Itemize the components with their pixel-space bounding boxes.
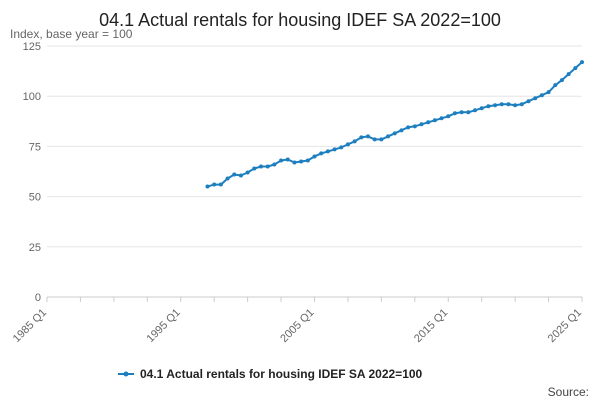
- series-line: [207, 61, 583, 188]
- data-point[interactable]: [439, 116, 444, 121]
- y-tick-label: 125: [23, 41, 41, 53]
- data-point[interactable]: [499, 102, 504, 107]
- data-point[interactable]: [372, 137, 377, 142]
- data-point[interactable]: [325, 149, 330, 154]
- data-point[interactable]: [406, 125, 411, 130]
- data-point[interactable]: [513, 103, 518, 108]
- data-point[interactable]: [466, 110, 471, 115]
- data-point[interactable]: [479, 106, 484, 111]
- data-point[interactable]: [533, 96, 538, 101]
- y-tick-label: 75: [29, 141, 41, 153]
- x-tick-label: 2005 Q1: [278, 307, 316, 345]
- data-point[interactable]: [426, 120, 431, 125]
- data-point[interactable]: [399, 128, 404, 133]
- data-point[interactable]: [205, 184, 210, 189]
- data-point[interactable]: [312, 154, 317, 159]
- data-point[interactable]: [265, 164, 270, 169]
- data-point[interactable]: [580, 60, 584, 65]
- data-point[interactable]: [259, 164, 263, 169]
- data-point[interactable]: [539, 93, 544, 98]
- y-tick-label: 25: [29, 242, 41, 254]
- data-point[interactable]: [519, 102, 524, 107]
- data-point[interactable]: [332, 147, 337, 152]
- y-axis-label: Index, base year = 100: [10, 27, 133, 41]
- x-tick-label: 2025 Q1: [546, 307, 584, 345]
- y-axis-ticks: 0 25 50 75 100 125: [23, 41, 41, 304]
- data-point[interactable]: [279, 158, 284, 163]
- data-point[interactable]: [573, 66, 578, 71]
- data-point[interactable]: [305, 158, 310, 163]
- data-point[interactable]: [392, 131, 397, 136]
- data-point[interactable]: [486, 104, 491, 109]
- y-tick-label: 100: [23, 91, 41, 103]
- data-point[interactable]: [299, 159, 304, 164]
- data-point[interactable]: [352, 139, 357, 144]
- data-point[interactable]: [232, 172, 237, 177]
- data-point[interactable]: [252, 166, 257, 171]
- data-point[interactable]: [379, 137, 384, 142]
- data-point[interactable]: [272, 162, 277, 167]
- legend[interactable]: 04.1 Actual rentals for housing IDEF SA …: [118, 367, 423, 381]
- data-point[interactable]: [566, 72, 571, 77]
- y-tick-label: 0: [35, 292, 41, 304]
- data-point[interactable]: [218, 182, 223, 187]
- gridlines: [47, 45, 582, 298]
- data-point[interactable]: [225, 176, 230, 181]
- data-point[interactable]: [345, 142, 350, 147]
- data-point[interactable]: [412, 124, 417, 129]
- series-layer: [205, 60, 584, 189]
- data-point[interactable]: [419, 122, 424, 127]
- data-point[interactable]: [506, 102, 511, 107]
- data-point[interactable]: [459, 110, 464, 115]
- data-point[interactable]: [285, 157, 290, 162]
- data-point[interactable]: [526, 99, 531, 104]
- data-point[interactable]: [553, 83, 558, 88]
- data-point[interactable]: [339, 145, 344, 150]
- data-point[interactable]: [546, 90, 551, 95]
- data-point[interactable]: [452, 111, 457, 116]
- chart-title: 04.1 Actual rentals for housing IDEF SA …: [99, 10, 501, 30]
- x-axis: 1985 Q1 1995 Q1 2005 Q1 2015 Q1 2025 Q1: [11, 297, 584, 345]
- source-label: Source:: [548, 385, 589, 399]
- data-point[interactable]: [559, 78, 564, 83]
- legend-entry: 04.1 Actual rentals for housing IDEF SA …: [140, 367, 423, 381]
- data-point[interactable]: [366, 134, 370, 139]
- data-point[interactable]: [473, 108, 477, 113]
- y-tick-label: 50: [29, 192, 41, 204]
- legend-point-marker: [123, 371, 129, 377]
- data-point[interactable]: [212, 182, 217, 187]
- data-point[interactable]: [446, 114, 451, 119]
- x-tick-label: 2015 Q1: [412, 307, 450, 345]
- data-point[interactable]: [359, 135, 364, 140]
- data-point[interactable]: [292, 160, 297, 165]
- data-point[interactable]: [238, 173, 243, 178]
- x-tick-label: 1985 Q1: [11, 307, 49, 345]
- data-point[interactable]: [245, 170, 250, 175]
- x-tick-label: 1995 Q1: [145, 307, 183, 345]
- data-point[interactable]: [432, 118, 437, 123]
- data-point[interactable]: [319, 151, 324, 156]
- data-point[interactable]: [493, 103, 498, 108]
- data-point[interactable]: [386, 134, 391, 139]
